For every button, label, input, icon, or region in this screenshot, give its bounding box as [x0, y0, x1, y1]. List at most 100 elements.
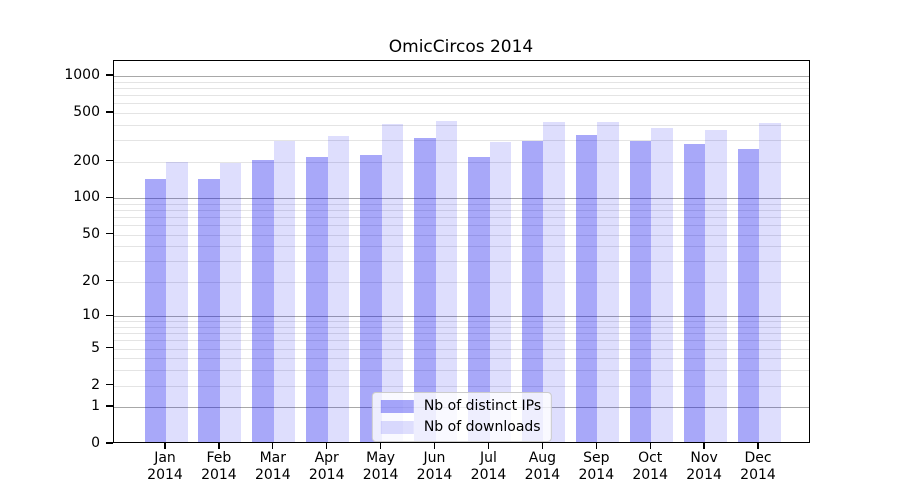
- bar-downloads-oct: [651, 128, 673, 442]
- x-tick-mark: [218, 443, 220, 449]
- bar-distinct-ips-dec: [737, 149, 759, 442]
- bar-distinct-ips-feb: [198, 178, 220, 442]
- y-tick-label: 0: [91, 435, 100, 451]
- x-tick-mark: [164, 443, 166, 449]
- x-tick-label-dec: Dec 2014: [740, 450, 776, 483]
- bar-distinct-ips-may: [360, 155, 382, 442]
- minor-gridline: [114, 95, 809, 96]
- y-tick-label: 200: [73, 152, 100, 169]
- legend-label-downloads: Nb of downloads: [423, 419, 541, 435]
- bar-downloads-aug: [543, 122, 565, 442]
- minor-gridline: [114, 261, 809, 263]
- bar-downloads-jan: [166, 162, 188, 442]
- minor-gridline: [114, 225, 809, 226]
- x-tick-mark: [272, 443, 274, 449]
- x-tick-label-nov: Nov 2014: [686, 450, 722, 483]
- x-tick-mark: [757, 443, 759, 449]
- y-tick-label: 500: [73, 103, 100, 120]
- x-tick-mark: [433, 443, 436, 449]
- x-tick-mark: [541, 443, 544, 449]
- minor-gridline: [114, 161, 809, 163]
- y-tick-label: 10: [82, 307, 100, 324]
- bar-distinct-ips-mar: [252, 159, 274, 442]
- chart-title: OmicCircos 2014: [388, 37, 534, 57]
- y-tick-label: 100: [73, 189, 100, 206]
- y-tick-mark: [106, 346, 113, 349]
- minor-gridline: [114, 385, 809, 387]
- plot-canvas: [114, 61, 809, 442]
- legend-entry-downloads: Nb of downloads: [380, 419, 541, 435]
- x-tick-label-jul: Jul 2014: [470, 450, 507, 483]
- minor-gridline: [114, 124, 809, 126]
- x-tick-mark: [703, 443, 705, 449]
- bar-downloads-apr: [327, 136, 350, 442]
- y-tick-mark: [106, 196, 113, 198]
- y-tick-label: 50: [82, 225, 100, 242]
- minor-gridline: [114, 234, 809, 236]
- x-tick-mark: [379, 443, 382, 449]
- x-tick-label-feb: Feb 2014: [201, 450, 237, 483]
- y-tick-mark: [106, 383, 113, 386]
- y-tick-mark: [106, 111, 113, 113]
- bar-downloads-feb: [219, 163, 242, 442]
- x-tick-label-mar: Mar 2014: [254, 450, 291, 483]
- minor-gridline: [114, 281, 809, 283]
- legend-label-distinct-ips: Nb of distinct IPs: [423, 398, 542, 414]
- minor-gridline: [114, 81, 809, 83]
- bar-downloads-jul: [489, 142, 511, 442]
- legend-swatch-downloads: [380, 420, 414, 434]
- x-tick-label-aug: Aug 2014: [524, 450, 561, 483]
- major-gridline: [114, 198, 809, 200]
- minor-gridline: [114, 358, 809, 360]
- x-tick-label-jun: Jun 2014: [416, 450, 453, 483]
- y-tick-mark: [106, 74, 113, 76]
- x-tick-mark: [326, 443, 328, 449]
- x-tick-label-oct: Oct 2014: [632, 450, 669, 483]
- y-tick-mark: [106, 405, 113, 407]
- minor-gridline: [114, 112, 809, 114]
- y-tick-label: 5: [91, 339, 100, 356]
- y-tick-label: 2: [91, 376, 100, 393]
- x-tick-mark: [595, 443, 597, 449]
- bar-downloads-may: [381, 124, 404, 442]
- bar-downloads-jun: [435, 121, 457, 442]
- y-tick-label: 20: [82, 272, 100, 289]
- minor-gridline: [114, 217, 809, 218]
- x-tick-label-jan: Jan 2014: [147, 450, 183, 483]
- minor-gridline: [114, 103, 809, 105]
- minor-gridline: [114, 340, 809, 342]
- bar-downloads-sep: [597, 121, 619, 442]
- bar-distinct-ips-jan: [144, 178, 166, 442]
- bar-distinct-ips-jul: [468, 157, 490, 442]
- bar-distinct-ips-nov: [683, 144, 706, 442]
- minor-gridline: [114, 246, 809, 248]
- minor-gridline: [114, 209, 809, 211]
- x-tick-label-may: May 2014: [362, 450, 399, 483]
- minor-gridline: [114, 203, 809, 205]
- minor-gridline: [114, 348, 809, 350]
- legend-swatch-distinct-ips: [380, 399, 414, 413]
- y-tick-mark: [106, 159, 113, 162]
- minor-gridline: [114, 140, 809, 141]
- bar-distinct-ips-aug: [521, 140, 544, 442]
- minor-gridline: [114, 327, 809, 328]
- y-tick-mark: [106, 280, 113, 282]
- bar-downloads-dec: [759, 123, 781, 442]
- minor-gridline: [114, 333, 809, 335]
- y-tick-mark: [106, 232, 113, 235]
- minor-gridline: [114, 87, 809, 89]
- major-gridline: [114, 76, 809, 77]
- bar-downloads-nov: [705, 129, 727, 442]
- y-tick-mark: [106, 442, 113, 444]
- bar-distinct-ips-apr: [306, 156, 328, 442]
- x-tick-label-apr: Apr 2014: [308, 450, 345, 483]
- legend: Nb of distinct IPs Nb of downloads: [371, 392, 553, 442]
- legend-entry-distinct-ips: Nb of distinct IPs: [380, 398, 542, 414]
- bar-downloads-mar: [273, 140, 296, 442]
- y-tick-label: 1: [91, 398, 100, 415]
- bar-distinct-ips-oct: [629, 140, 652, 442]
- x-tick-mark: [487, 443, 490, 449]
- y-tick-label: 1000: [64, 67, 100, 83]
- x-tick-label-sep: Sep 2014: [578, 450, 615, 483]
